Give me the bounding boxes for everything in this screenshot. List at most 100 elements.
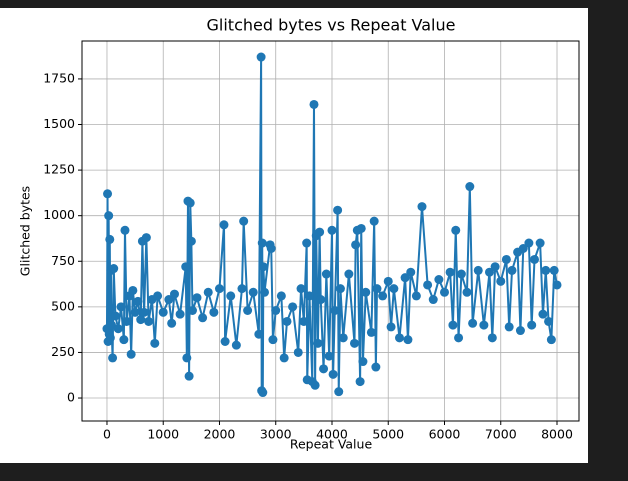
data-point	[546, 335, 556, 345]
data-point	[133, 296, 143, 306]
data-point	[507, 265, 517, 275]
data-point	[328, 369, 338, 379]
data-point	[203, 287, 213, 297]
data-point	[130, 307, 140, 317]
y-tick-label: 1500	[43, 116, 75, 131]
data-point	[254, 329, 264, 339]
data-point	[378, 291, 388, 301]
data-point	[371, 362, 381, 372]
data-point	[279, 353, 289, 363]
data-point	[333, 205, 343, 215]
x-tick-label: 7000	[485, 427, 517, 442]
data-point	[473, 265, 483, 275]
data-point	[324, 351, 334, 361]
data-point	[417, 202, 427, 212]
y-tick-label: 1000	[43, 207, 75, 222]
data-point	[361, 287, 371, 297]
x-axis-label: Repeat Value	[290, 437, 373, 452]
data-point	[411, 291, 421, 301]
data-point	[321, 269, 331, 279]
data-point	[108, 353, 118, 363]
data-point	[403, 335, 413, 345]
data-point	[394, 333, 404, 343]
data-point	[220, 336, 230, 346]
data-point	[257, 238, 267, 248]
y-tick-label: 0	[67, 390, 75, 405]
data-point	[330, 306, 340, 316]
data-point	[296, 284, 306, 294]
data-point	[153, 291, 163, 301]
data-point	[243, 306, 253, 316]
data-point	[389, 284, 399, 294]
y-tick-label: 500	[51, 298, 75, 313]
data-point	[386, 322, 396, 332]
plot-frame	[81, 40, 580, 422]
data-point	[356, 223, 366, 233]
data-point	[309, 99, 319, 109]
data-point	[316, 295, 326, 305]
data-point	[468, 318, 478, 328]
data-point	[258, 388, 268, 398]
data-point	[167, 318, 177, 328]
data-point	[310, 380, 320, 390]
data-point	[104, 211, 114, 221]
data-point	[144, 316, 154, 326]
data-point	[266, 244, 276, 254]
data-point	[327, 225, 337, 235]
x-tick-label: 8000	[541, 427, 573, 442]
data-point	[126, 349, 136, 359]
data-point	[110, 311, 120, 321]
data-point	[524, 238, 534, 248]
x-tick-label: 4000	[316, 427, 348, 442]
data-point	[105, 333, 115, 343]
y-tick-label: 250	[51, 344, 75, 359]
data-point	[231, 340, 241, 350]
data-point	[527, 320, 537, 330]
data-point	[185, 198, 195, 208]
data-point	[136, 315, 146, 325]
data-point	[456, 269, 466, 279]
data-point	[304, 291, 314, 301]
data-point	[313, 338, 323, 348]
data-point	[184, 371, 194, 381]
x-tick-label: 5000	[372, 427, 404, 442]
y-tick-label: 1750	[43, 70, 75, 85]
data-point	[406, 267, 416, 277]
x-tick-label: 6000	[429, 427, 461, 442]
chart-title: Glitched bytes vs Repeat Value	[207, 16, 456, 35]
data-point	[366, 327, 376, 337]
data-point	[451, 225, 461, 235]
y-tick-label: 1250	[43, 162, 75, 177]
data-point	[358, 357, 368, 367]
data-point	[434, 275, 444, 285]
data-point	[485, 267, 495, 277]
data-point	[400, 273, 410, 283]
data-point	[119, 335, 129, 345]
data-point	[105, 234, 115, 244]
data-point	[116, 302, 126, 312]
data-point	[487, 333, 497, 343]
data-point	[454, 333, 464, 343]
data-point	[383, 276, 393, 286]
data-point	[496, 276, 506, 286]
data-point	[315, 227, 325, 237]
data-point	[219, 220, 229, 230]
data-point	[164, 295, 174, 305]
data-point	[448, 320, 458, 330]
data-point	[535, 238, 545, 248]
data-point	[113, 324, 123, 334]
data-point	[428, 295, 438, 305]
data-point	[139, 307, 149, 317]
data-point	[552, 280, 562, 290]
data-point	[109, 264, 119, 274]
x-tick-label: 3000	[260, 427, 292, 442]
data-point	[181, 262, 191, 272]
data-point	[128, 285, 138, 295]
data-point	[293, 347, 303, 357]
data-point	[271, 306, 281, 316]
data-point	[226, 291, 236, 301]
data-point	[372, 284, 382, 294]
x-tick-label: 1000	[147, 427, 179, 442]
data-point	[209, 307, 219, 317]
